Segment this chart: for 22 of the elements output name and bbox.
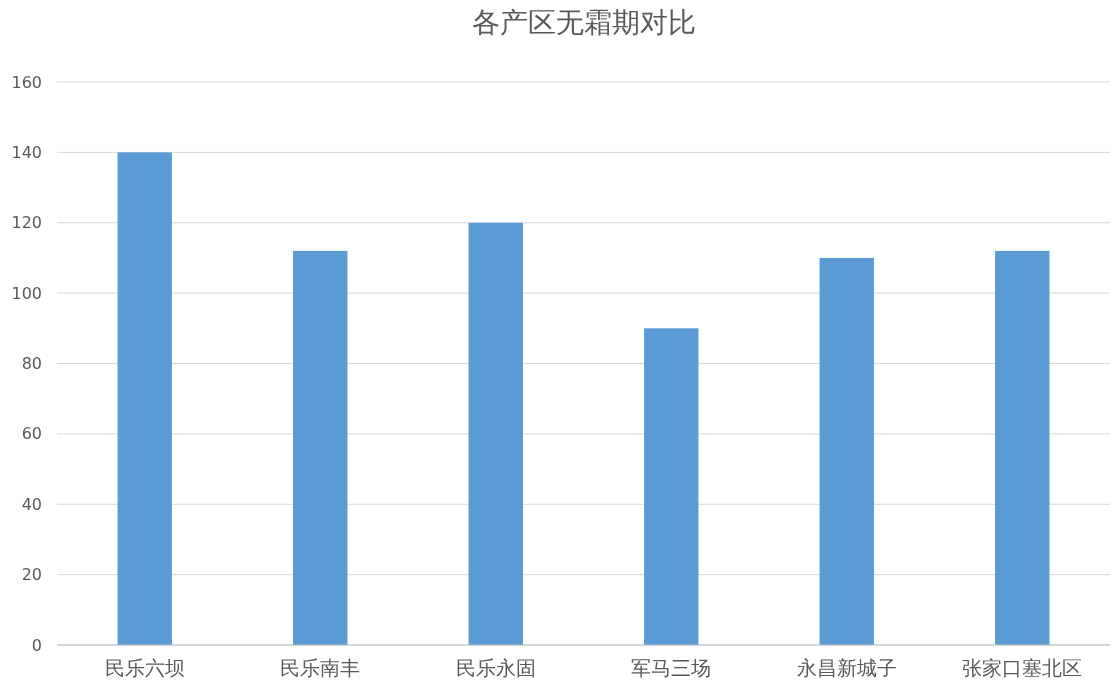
bar <box>995 250 1050 645</box>
x-tick-label: 民乐南丰 <box>280 656 361 680</box>
y-tick-label: 120 <box>11 213 42 233</box>
y-tick-label: 140 <box>11 142 42 162</box>
bar <box>468 222 523 645</box>
x-tick-label: 军马三场 <box>631 656 712 680</box>
x-tick-label: 永昌新城子 <box>796 656 897 680</box>
bar <box>644 328 699 645</box>
bar <box>117 152 172 645</box>
x-tick-label: 民乐永固 <box>455 656 536 680</box>
x-tick-label: 民乐六坝 <box>104 656 185 680</box>
y-tick-label: 100 <box>11 283 42 303</box>
x-tick-label: 张家口塞北区 <box>962 656 1083 680</box>
y-tick-label: 60 <box>21 424 42 444</box>
y-tick-label: 20 <box>21 565 42 585</box>
y-tick-label: 80 <box>21 354 42 374</box>
bar <box>819 257 874 645</box>
chart-title: 各产区无霜期对比 <box>471 6 696 39</box>
y-tick-label: 40 <box>21 494 42 514</box>
bar <box>293 250 348 645</box>
y-tick-label: 0 <box>31 635 42 655</box>
y-tick-label: 160 <box>11 72 42 92</box>
